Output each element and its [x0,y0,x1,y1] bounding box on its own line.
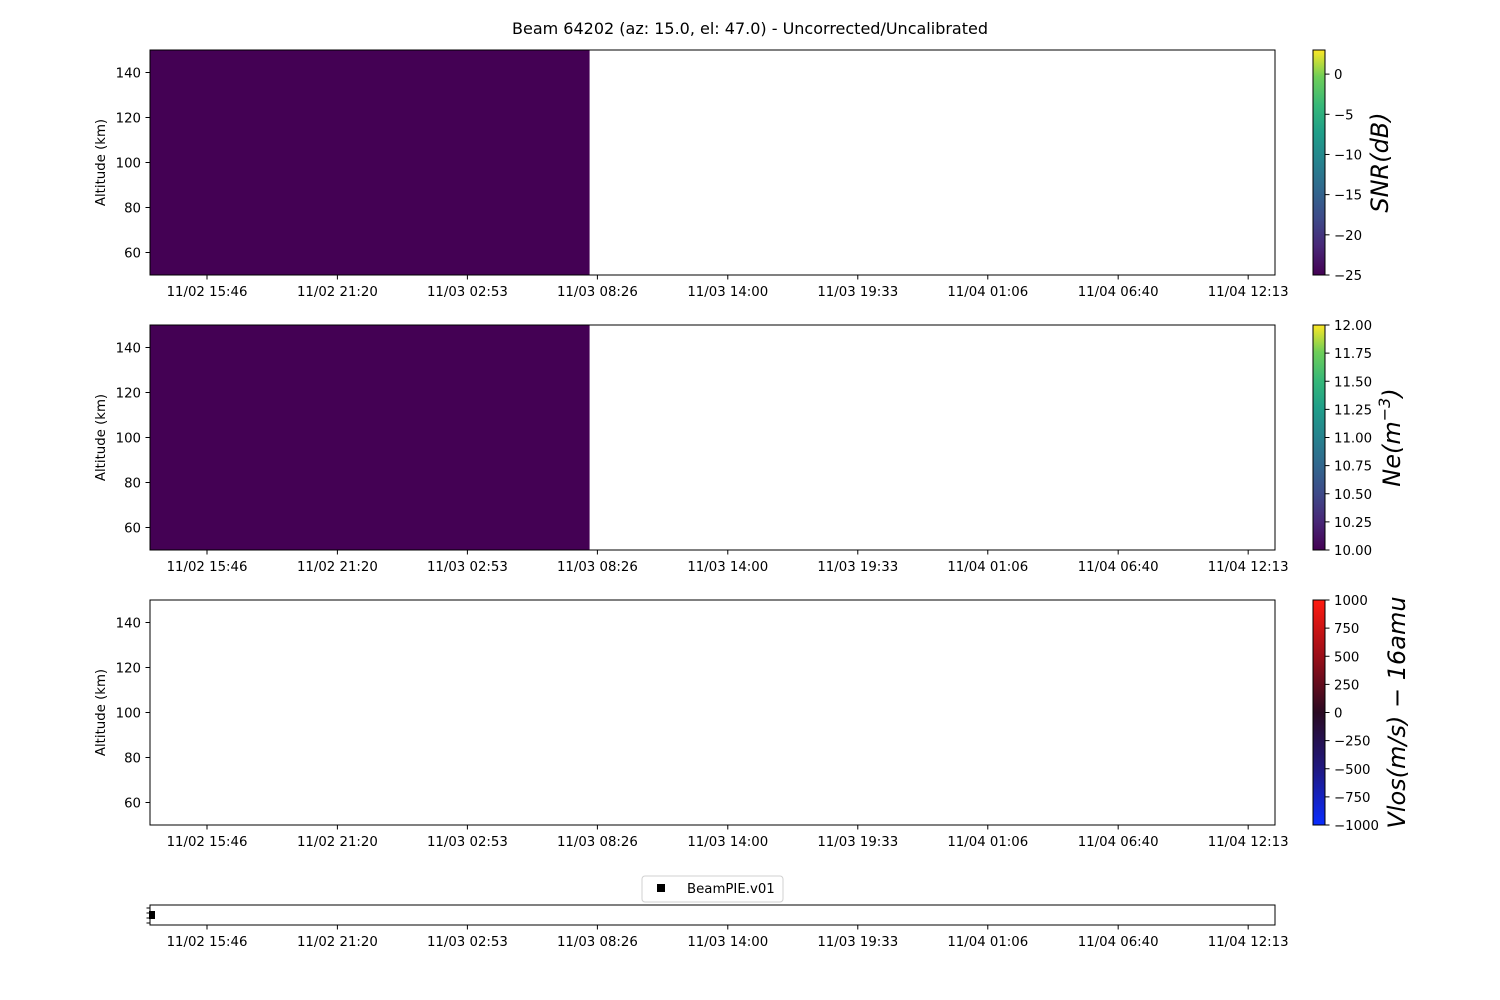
ne-colorbar [1312,324,1326,551]
ne-colorbar-tick-label-6: 10.50 [1334,488,1372,503]
vlos-colorbar-label: Vlos(m/s) − 16amu [1383,596,1411,828]
vlos-xtick-label-4: 11/03 14:00 [687,835,768,850]
ne-colorbar-tick-label-2: 11.50 [1334,375,1372,390]
ne-colorbar-tick-label-8: 10.00 [1334,544,1372,559]
vlos-colorbar-tick-label-0: 1000 [1334,594,1368,609]
beam-mode-xtick-label-5: 11/03 19:33 [817,935,898,950]
panel-ne: 60 80 100 120 140 Altitude (km) 11/02 15:46 11/… [94,319,1406,575]
snr-xtick-label-4: 11/03 14:00 [687,285,768,300]
snr-xtick-label-6: 11/04 01:06 [947,285,1028,300]
snr-colorbar [1312,49,1326,276]
snr-xtick-label-2: 11/03 02:53 [427,285,508,300]
snr-colorbar-tick-label-2: −10 [1334,148,1362,163]
snr-xtick-label-5: 11/03 19:33 [817,285,898,300]
vlos-xtick-label-2: 11/03 02:53 [427,835,508,850]
vlos-ylabel: Altitude (km) [94,669,109,756]
snr-ylabel: Altitude (km) [94,119,109,206]
ne-xtick-label-0: 11/02 15:46 [167,560,248,575]
ne-data-region [150,325,590,550]
vlos-xtick-label-1: 11/02 21:20 [297,835,378,850]
snr-ytick-label-4: 140 [116,67,141,82]
beam-mode-axes-frame [149,904,1276,926]
snr-ytick-label-3: 120 [116,112,141,127]
vlos-ytick-label-2: 100 [116,707,141,722]
ne-ytick-label-2: 100 [116,432,141,447]
snr-colorbar-tick-label-1: −5 [1334,108,1354,123]
ne-colorbar-tick-label-7: 10.25 [1334,516,1372,531]
beam-mode-xtick-label-4: 11/03 14:00 [687,935,768,950]
vlos-colorbar-tick-label-7: −750 [1334,791,1371,806]
vlos-xtick-label-6: 11/04 01:06 [947,835,1028,850]
vlos-colorbar-tick-label-6: −500 [1334,763,1371,778]
vlos-xtick-label-0: 11/02 15:46 [167,835,248,850]
vlos-xtick-label-5: 11/03 19:33 [817,835,898,850]
vlos-xtick-label-8: 11/04 12:13 [1208,835,1289,850]
beam-mode-xtick-label-1: 11/02 21:20 [297,935,378,950]
snr-xtick-label-0: 11/02 15:46 [167,285,248,300]
snr-xtick-label-3: 11/03 08:26 [557,285,638,300]
ne-xtick-label-8: 11/04 12:13 [1208,560,1289,575]
beam-mode-xtick-label-2: 11/03 02:53 [427,935,508,950]
panel-vlos: 60 80 100 120 140 Altitude (km) 11/02 15:46 11/… [94,594,1411,850]
vlos-colorbar [1312,599,1326,826]
snr-colorbar-tick-label-0: 0 [1334,68,1342,83]
ne-colorbar-tick-label-3: 11.25 [1334,403,1372,418]
legend-entry-0: BeamPIE.v01 [687,882,775,897]
snr-colorbar-tick-label-5: −25 [1334,269,1362,284]
panel-beam_mode: 11/02 15:46 11/02 21:20 11/03 02:53 11/03 0… [146,875,1289,950]
figure-title: Beam 64202 (az: 15.0, el: 47.0) - Uncorr… [512,19,988,38]
snr-colorbar-label: SNR(dB) [1366,112,1394,212]
snr-colorbar-tick-label-4: −20 [1334,229,1362,244]
ne-xtick-label-4: 11/03 14:00 [687,560,768,575]
ne-xtick-label-7: 11/04 06:40 [1078,560,1159,575]
ne-ytick-label-4: 140 [116,342,141,357]
ne-xtick-label-6: 11/04 01:06 [947,560,1028,575]
panel-snr: 60 80 100 120 140 Altitude (km) 11/02 15:46 11/… [94,49,1394,300]
vlos-ytick-label-1: 80 [124,752,141,767]
snr-xtick-label-8: 11/04 12:13 [1208,285,1289,300]
ne-ylabel: Altitude (km) [94,394,109,481]
vlos-colorbar-tick-label-1: 750 [1334,622,1359,637]
vlos-colorbar-tick-label-3: 250 [1334,678,1359,693]
ne-ytick-label-1: 80 [124,477,141,492]
vlos-colorbar-tick-label-2: 500 [1334,650,1359,665]
ne-xtick-label-2: 11/03 02:53 [427,560,508,575]
ne-xtick-label-1: 11/02 21:20 [297,560,378,575]
vlos-axes-frame [149,599,1276,826]
ne-colorbar-tick-label-0: 12.00 [1334,319,1372,334]
snr-xtick-label-7: 11/04 06:40 [1078,285,1159,300]
beam-mode-xtick-label-0: 11/02 15:46 [167,935,248,950]
beam-mode-xtick-label-7: 11/04 06:40 [1078,935,1159,950]
vlos-xtick-label-3: 11/03 08:26 [557,835,638,850]
vlos-colorbar-tick-label-8: −1000 [1334,819,1379,834]
beam-mode-xtick-label-3: 11/03 08:26 [557,935,638,950]
beam-mode-marker [149,911,155,919]
ne-colorbar-label: Ne(m−3) [1375,388,1406,486]
ne-xtick-label-3: 11/03 08:26 [557,560,638,575]
snr-data-region [150,50,590,275]
ne-colorbar-tick-label-1: 11.75 [1334,347,1372,362]
ne-colorbar-tick-label-5: 10.75 [1334,460,1372,475]
snr-ytick-label-1: 80 [124,202,141,217]
ne-ytick-label-0: 60 [124,522,141,537]
ne-colorbar-tick-label-4: 11.00 [1334,432,1372,447]
beam-mode-xtick-label-8: 11/04 12:13 [1208,935,1289,950]
ne-ytick-label-3: 120 [116,387,141,402]
legend: BeamPIE.v01 [641,875,784,903]
vlos-ytick-label-0: 60 [124,797,141,812]
vlos-xtick-label-7: 11/04 06:40 [1078,835,1159,850]
snr-colorbar-tick-label-3: −15 [1334,189,1362,204]
vlos-ytick-label-4: 140 [116,617,141,632]
vlos-colorbar-tick-label-5: −250 [1334,735,1371,750]
snr-ytick-label-2: 100 [116,157,141,172]
ne-xtick-label-5: 11/03 19:33 [817,560,898,575]
snr-ytick-label-0: 60 [124,247,141,262]
beam-mode-xtick-label-6: 11/04 01:06 [947,935,1028,950]
vlos-colorbar-tick-label-4: 0 [1334,707,1342,722]
vlos-ytick-label-3: 120 [116,662,141,677]
snr-xtick-label-1: 11/02 21:20 [297,285,378,300]
legend-box [641,875,784,903]
legend-marker [657,884,665,892]
